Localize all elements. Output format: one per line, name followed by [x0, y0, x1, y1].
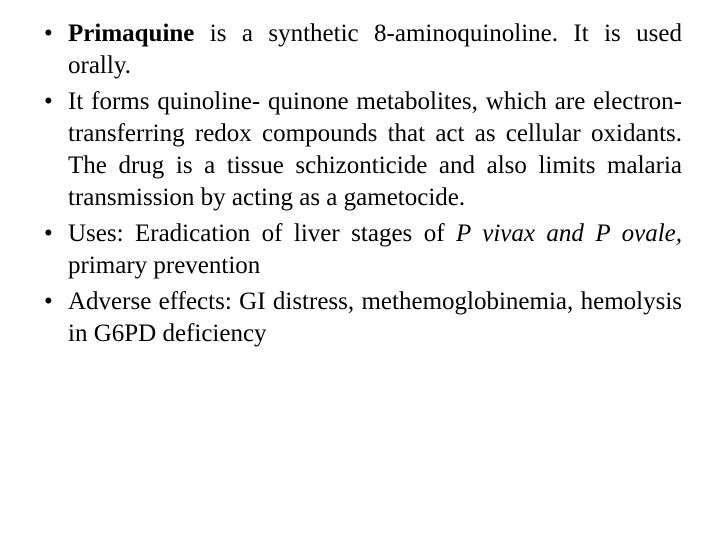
text-run-italic: P vivax and P ovale,	[456, 220, 682, 247]
text-run: primary prevention	[68, 252, 260, 279]
text-run: Uses: Eradication of liver stages of	[68, 220, 456, 247]
text-run: It forms quinoline- quinone metabolites,…	[68, 88, 682, 211]
bullet-item: Primaquine is a synthetic 8-aminoquinoli…	[38, 18, 682, 82]
text-run: Adverse effects: GI distress, methemoglo…	[68, 288, 682, 347]
bullet-item: It forms quinoline- quinone metabolites,…	[38, 86, 682, 214]
text-run-bold: Primaquine	[68, 20, 194, 47]
bullet-list: Primaquine is a synthetic 8-aminoquinoli…	[38, 18, 682, 350]
bullet-item: Adverse effects: GI distress, methemoglo…	[38, 286, 682, 350]
bullet-item: Uses: Eradication of liver stages of P v…	[38, 218, 682, 282]
